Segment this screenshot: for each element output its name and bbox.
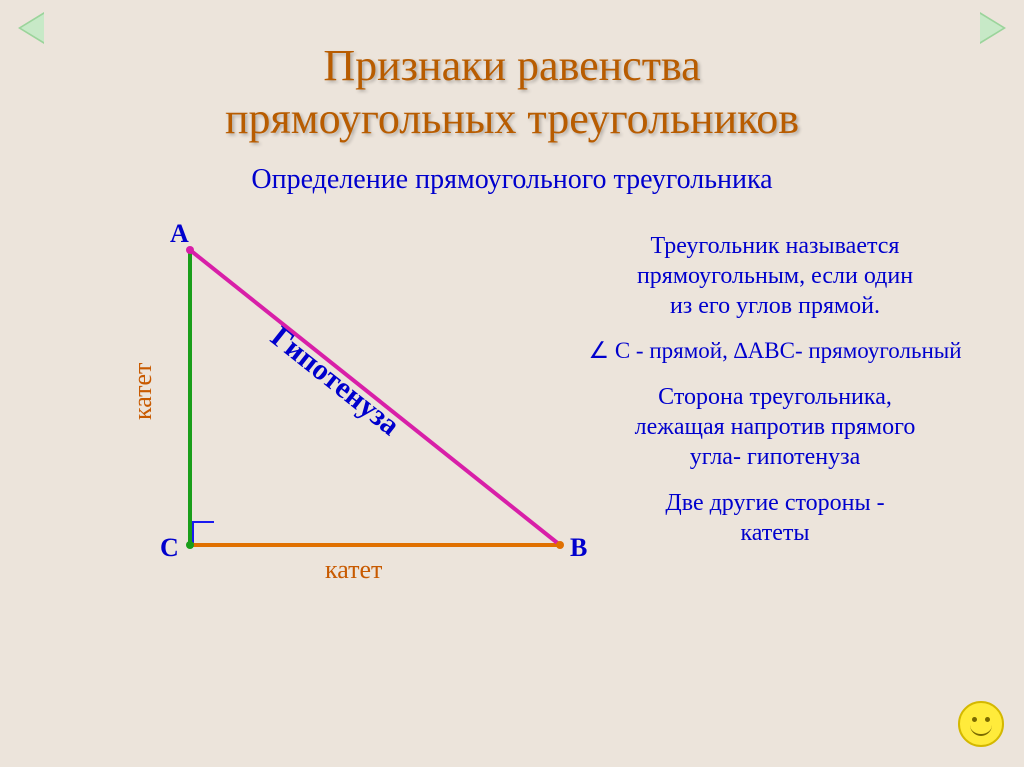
def-p4-l1: Две другие стороны - (665, 490, 884, 516)
triangle-diagram: A C B катет катет Гипотенуза (140, 225, 570, 625)
smiley-icon (958, 701, 1004, 747)
definition-text: Треугольник называется прямоугольным, ес… (560, 231, 990, 564)
vertex-c-dot (186, 541, 194, 549)
def-p1-l2: прямоугольным, если один (637, 263, 913, 289)
vertex-a-label: A (170, 219, 189, 249)
def-p3-l3: угла- гипотенуза (690, 444, 861, 470)
page-subtitle: Определение прямоугольного треугольника (0, 164, 1024, 196)
right-angle-marker (192, 521, 214, 543)
def-p4-l2: катеты (740, 520, 809, 546)
nav-next-arrow[interactable] (980, 12, 1006, 44)
title-line-2: прямоугольных треугольников (225, 94, 799, 143)
leg-ac-label: катет (128, 363, 158, 420)
def-para-1: Треугольник называется прямоугольным, ес… (560, 231, 990, 321)
def-p3-l1: Сторона треугольника, (658, 384, 892, 410)
def-p3-l2: лежащая напротив прямого (635, 414, 916, 440)
smiley-eye-right (985, 717, 990, 722)
title-line-1: Признаки равенства (323, 41, 700, 90)
def-p1-l1: Треугольник называется (651, 233, 900, 259)
def-para-3: Сторона треугольника, лежащая напротив п… (560, 382, 990, 472)
smiley-mouth (970, 725, 992, 736)
def-para-2: ∠ C - прямой, ∆ABC- прямоугольный (560, 337, 990, 366)
def-para-4: Две другие стороны - катеты (560, 488, 990, 548)
content-area: A C B катет катет Гипотенуза Треугольник… (0, 225, 1024, 705)
def-p1-l3: из его углов прямой. (670, 293, 880, 319)
smiley-eye-left (972, 717, 977, 722)
leg-cb-label: катет (325, 555, 382, 585)
page-title: Признаки равенства прямоугольных треугол… (0, 0, 1024, 146)
nav-prev-arrow[interactable] (18, 12, 44, 44)
vertex-c-label: C (160, 533, 179, 563)
